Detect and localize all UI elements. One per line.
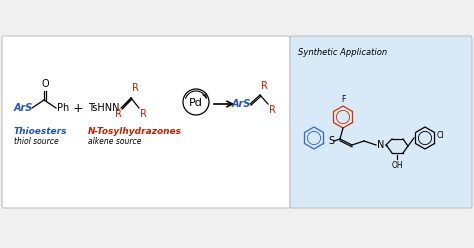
Text: O: O <box>41 79 49 89</box>
Text: ArS: ArS <box>232 99 251 109</box>
Circle shape <box>183 89 209 115</box>
Text: Cl: Cl <box>437 131 445 141</box>
Text: N-Tosylhydrazones: N-Tosylhydrazones <box>88 127 182 136</box>
Text: OH: OH <box>392 161 403 170</box>
Text: Pd: Pd <box>189 98 203 108</box>
FancyBboxPatch shape <box>290 36 472 208</box>
Text: alkene source: alkene source <box>88 136 142 146</box>
Text: R: R <box>261 81 268 91</box>
Text: Thioesters: Thioesters <box>14 127 67 136</box>
Text: R: R <box>269 105 276 115</box>
Text: thiol source: thiol source <box>14 136 59 146</box>
Text: Synthetic Application: Synthetic Application <box>298 48 387 57</box>
Text: S: S <box>328 136 334 146</box>
Text: R: R <box>132 83 139 93</box>
Text: ArS: ArS <box>14 103 33 113</box>
FancyBboxPatch shape <box>2 36 290 208</box>
Text: TsHNN: TsHNN <box>88 103 119 113</box>
Text: Ph: Ph <box>57 103 69 113</box>
Text: F: F <box>341 95 345 104</box>
Text: N: N <box>377 140 385 150</box>
Text: +: + <box>73 101 83 115</box>
Text: R: R <box>140 109 147 119</box>
Text: R: R <box>115 109 122 119</box>
